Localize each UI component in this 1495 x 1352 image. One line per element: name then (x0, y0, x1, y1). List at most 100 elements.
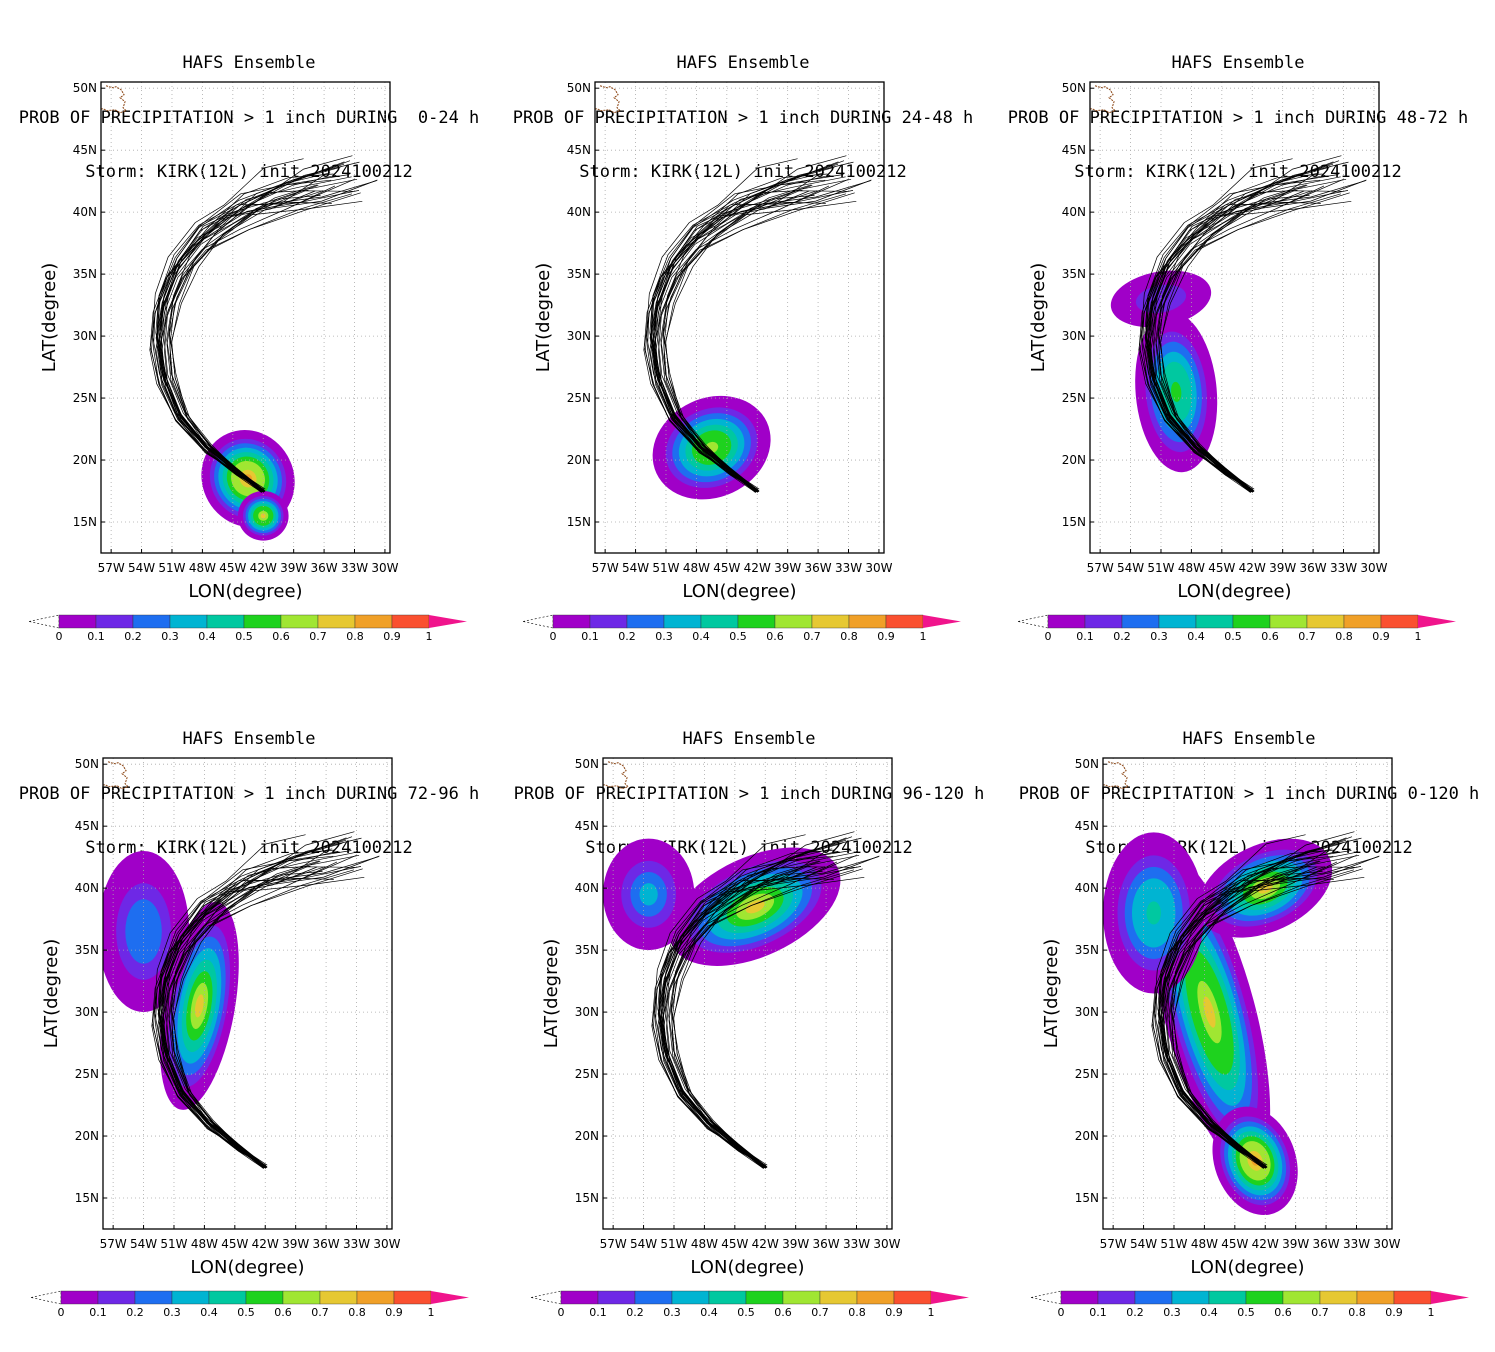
colorbar-segment (819, 1290, 858, 1305)
track-line (662, 837, 862, 1166)
track-line (651, 866, 818, 1168)
colorbar-tick-label: 0.9 (1372, 630, 1390, 643)
track-line (1171, 866, 1355, 1168)
track-line (171, 866, 355, 1168)
track-line (652, 174, 818, 492)
colorbar-segment (208, 1290, 247, 1305)
ensemble-tracks (151, 831, 380, 1169)
map-panel-0-24h: HAFS Ensemble PROB OF PRECIPITATION > 1 … (0, 0, 498, 676)
panel-title-line2: PROB OF PRECIPITATION > 1 inch DURING 72… (18, 783, 480, 804)
colorbar-segment (893, 1290, 932, 1305)
lon-tick-label: 39W (282, 1237, 309, 1251)
map-panel-96-120h: HAFS Ensemble PROB OF PRECIPITATION > 1 … (500, 676, 998, 1352)
lon-tick-label: 54W (622, 561, 649, 575)
colorbar-tick-label: 0.9 (385, 1306, 403, 1319)
map-panel-0-120h: HAFS Ensemble PROB OF PRECIPITATION > 1 … (1000, 676, 1495, 1352)
lat-tick-label: 30N (73, 329, 97, 343)
colorbar-segment (1121, 614, 1160, 629)
lat-tick-label: 30N (75, 1005, 99, 1019)
lon-tick-label: 45W (721, 1237, 748, 1251)
lat-tick-label: 50N (1075, 757, 1099, 771)
colorbar-tick-label: 0.8 (348, 1306, 366, 1319)
colorbar: 0 0.1 0.2 0.3 0.4 0.5 0.6 0.7 0.8 0.9 1 (1017, 614, 1456, 643)
colorbar-segment (169, 614, 208, 629)
colorbar-upper-arrow (923, 615, 961, 628)
lon-tick-label: 42W (1252, 1237, 1279, 1251)
colorbar-segment (280, 614, 319, 629)
colorbar-tick-label: 0 (58, 1306, 65, 1319)
lat-tick-label: 40N (75, 881, 99, 895)
lat-tick-label: 20N (73, 453, 97, 467)
colorbar-tick-label: 0.8 (840, 630, 858, 643)
lon-tick-label: 42W (1239, 561, 1266, 575)
lat-tick-label: 45N (1062, 143, 1086, 157)
probability-contour (134, 915, 153, 948)
colorbar-tick-label: 0.3 (163, 1306, 181, 1319)
lat-tick-label: 35N (73, 267, 97, 281)
lat-tick-label: 25N (73, 391, 97, 405)
lon-tick-label: 30W (1373, 1237, 1400, 1251)
track-line (1140, 190, 1313, 493)
lat-tick-label: 40N (567, 205, 591, 219)
panel-title-line2: PROB OF PRECIPITATION > 1 inch DURING 48… (1007, 107, 1469, 128)
colorbar-tick-label: 0.8 (346, 630, 364, 643)
colorbar-tick-label: 0.5 (235, 630, 253, 643)
lon-tick-label: 33W (341, 561, 368, 575)
track-line (153, 866, 326, 1169)
lat-tick-label: 15N (75, 1191, 99, 1205)
lon-tick-label: 51W (1160, 1237, 1187, 1251)
lon-tick-label: 39W (782, 1237, 809, 1251)
graticule (595, 82, 884, 553)
track-line (169, 190, 353, 492)
plot-frame (594, 81, 885, 554)
colorbar-segment (1282, 1290, 1321, 1305)
graticule (1090, 82, 1379, 553)
lon-tick-label: 45W (1221, 1237, 1248, 1251)
track-line (160, 855, 334, 1169)
lon-tick-label: 33W (1330, 561, 1357, 575)
lat-tick-label: 50N (75, 757, 99, 771)
track-line (671, 866, 855, 1168)
colorbar-segment (560, 1290, 599, 1305)
colorbar-tick-label: 0.1 (87, 630, 105, 643)
lon-tick-label: 36W (805, 561, 832, 575)
lat-tick-label: 30N (1075, 1005, 1099, 1019)
colorbar-tick-label: 0.6 (1274, 1306, 1292, 1319)
colorbar-segment (737, 614, 776, 629)
colorbar-segment (811, 614, 850, 629)
colorbar-tick-label: 0.4 (198, 630, 216, 643)
lat-tick-label: 25N (1075, 1067, 1099, 1081)
panel-title-line1: HAFS Ensemble (1171, 53, 1305, 73)
lon-tick-label: 30W (873, 1237, 900, 1251)
y-axis-label: LAT(degree) (541, 939, 562, 1048)
colorbar-segment (634, 1290, 673, 1305)
lon-tick-label: 51W (160, 1237, 187, 1251)
lon-tick-label: 57W (1100, 1237, 1127, 1251)
colorbar-segment (1047, 614, 1086, 629)
colorbar-upper-arrow (1418, 615, 1456, 628)
lat-tick-label: 35N (1075, 943, 1099, 957)
map-plot: 50N 45N 40N 35N 30N 25N 20N 15N 57W 54W 51W 48W 45W 4… (30, 757, 469, 1319)
lat-tick-label: 20N (567, 453, 591, 467)
colorbar-segment (1060, 1290, 1099, 1305)
lon-tick-label: 57W (98, 561, 125, 575)
colorbar-tick-label: 0.5 (729, 630, 747, 643)
map-plot: 50N 45N 40N 35N 30N 25N 20N 15N 57W 54W 51W 48W 45W 4… (522, 81, 961, 643)
lat-tick-label: 50N (73, 81, 97, 95)
colorbar-segment (1245, 1290, 1284, 1305)
panel-titles: HAFS Ensemble PROB OF PRECIPITATION > 1 … (989, 18, 1487, 218)
plot-frame (1089, 81, 1380, 554)
colorbar-tick-label: 0.4 (200, 1306, 218, 1319)
track-line (1158, 190, 1342, 492)
track-line (660, 876, 865, 1168)
lat-tick-label: 40N (73, 205, 97, 219)
map-plot: 50N 45N 40N 35N 30N 25N 20N 15N 57W 54W 51W 48W 45W 4… (530, 757, 969, 1319)
lat-tick-label: 20N (75, 1129, 99, 1143)
lon-tick-label: 48W (191, 1237, 218, 1251)
lon-tick-label: 33W (835, 561, 862, 575)
colorbar-tick-label: 1 (1428, 1306, 1435, 1319)
colorbar-segment (774, 614, 813, 629)
lon-tick-label: 39W (1269, 561, 1296, 575)
colorbar-tick-label: 0.1 (1089, 1306, 1107, 1319)
colorbar: 0 0.1 0.2 0.3 0.4 0.5 0.6 0.7 0.8 0.9 1 (522, 614, 961, 643)
